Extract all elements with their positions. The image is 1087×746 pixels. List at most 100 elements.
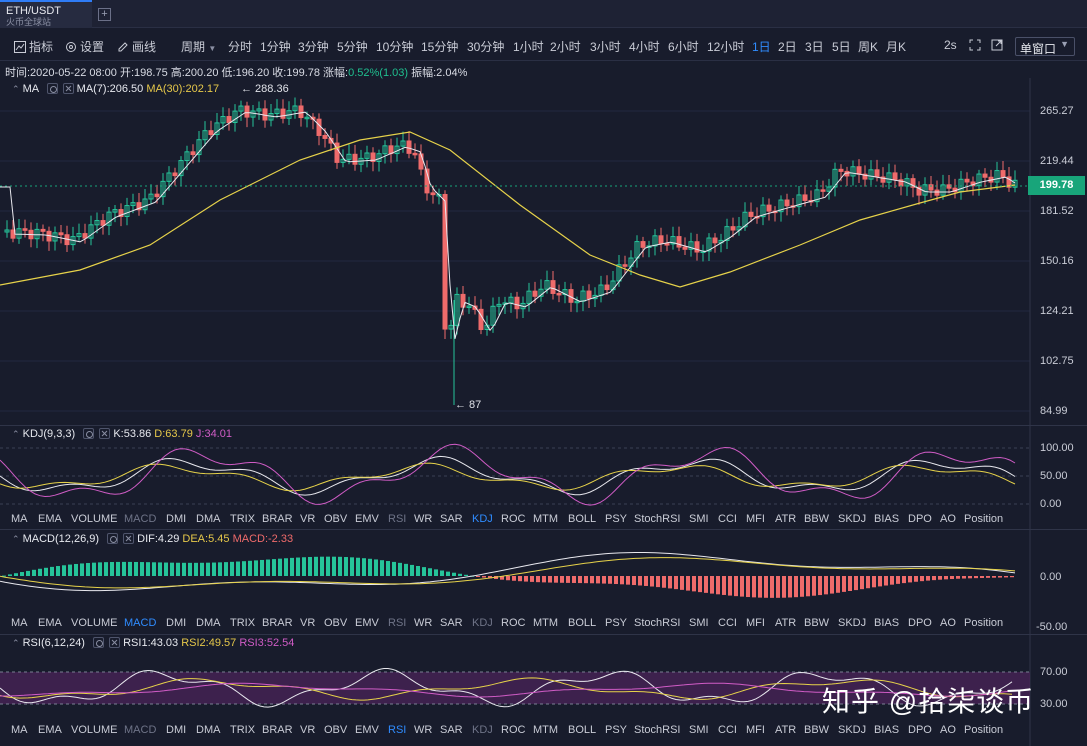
indicator-tab-bbw[interactable]: BBW [804,513,830,525]
indicator-tab-dmi[interactable]: DMI [166,617,187,629]
indicator-tab-trix[interactable]: TRIX [230,724,256,736]
close-icon[interactable] [62,83,74,94]
indicator-tab-mfi[interactable]: MFI [746,513,765,525]
collapse-icon[interactable]: ⌃ [12,638,20,648]
period-18[interactable]: 月K [886,40,907,54]
close-icon[interactable] [123,533,135,544]
indicators-button[interactable]: 指标 [14,38,53,55]
period-4[interactable]: 10分钟 [376,40,414,54]
indicator-tab-vr[interactable]: VR [300,617,316,629]
period-8[interactable]: 2小时 [550,40,581,54]
close-icon[interactable] [99,428,111,439]
indicator-tab-brar[interactable]: BRAR [262,513,293,525]
symbol-tab[interactable]: ETH/USDT 火币全球站 [0,0,92,28]
period-3[interactable]: 5分钟 [337,40,368,54]
indicator-tab-dma[interactable]: DMA [196,513,221,525]
indicator-tab-skdj[interactable]: SKDJ [838,617,867,629]
indicator-tab-ema[interactable]: EMA [38,617,62,629]
indicator-tab-ao[interactable]: AO [940,513,956,525]
indicator-tab-smi[interactable]: SMI [689,724,709,736]
indicator-tab-roc[interactable]: ROC [501,724,526,736]
indicator-tab-mfi[interactable]: MFI [746,724,765,736]
indicator-tab-ma[interactable]: MA [11,724,28,736]
indicator-tab-obv[interactable]: OBV [324,513,348,525]
indicator-tab-bbw[interactable]: BBW [804,724,830,736]
indicator-tab-kdj[interactable]: KDJ [472,513,493,525]
indicator-tab-smi[interactable]: SMI [689,513,709,525]
period-5[interactable]: 15分钟 [421,40,459,54]
indicator-tab-boll[interactable]: BOLL [568,513,597,525]
settings-icon[interactable] [83,428,95,439]
indicator-tab-stochrsi[interactable]: StochRSI [634,513,681,525]
period-1[interactable]: 1分钟 [260,40,291,54]
fullscreen-icon[interactable] [969,38,984,52]
indicator-tab-brar[interactable]: BRAR [262,617,293,629]
indicator-tab-volume[interactable]: VOLUME [71,513,118,525]
indicator-tab-psy[interactable]: PSY [605,617,628,629]
indicator-tab-volume[interactable]: VOLUME [71,617,118,629]
indicator-tab-ma[interactable]: MA [11,617,28,629]
window-mode-select[interactable]: 单窗口 ▼ [1015,37,1075,56]
indicator-tab-sar[interactable]: SAR [440,617,463,629]
indicator-tab-dmi[interactable]: DMI [166,724,187,736]
indicator-tab-emv[interactable]: EMV [355,724,379,736]
period-9[interactable]: 3小时 [590,40,621,54]
settings-icon[interactable] [93,637,105,648]
indicator-tab-rsi[interactable]: RSI [388,617,407,629]
indicator-tab-position[interactable]: Position [964,724,1004,736]
period-dropdown[interactable]: 周期 ▼ [181,38,216,55]
indicator-tab-vr[interactable]: VR [300,513,316,525]
indicator-tab-rsi[interactable]: RSI [388,724,407,736]
indicator-tab-bias[interactable]: BIAS [874,513,900,525]
indicator-tab-psy[interactable]: PSY [605,724,628,736]
indicator-tab-atr[interactable]: ATR [775,513,797,525]
indicator-tab-roc[interactable]: ROC [501,617,526,629]
collapse-icon[interactable]: ⌃ [12,534,20,544]
period-17[interactable]: 周K [858,40,879,54]
indicator-tab-mtm[interactable]: MTM [533,513,559,525]
indicator-tab-dpo[interactable]: DPO [908,513,932,525]
indicator-tab-obv[interactable]: OBV [324,617,348,629]
indicator-tab-dma[interactable]: DMA [196,617,221,629]
indicator-tab-macd[interactable]: MACD [124,617,157,629]
indicator-tab-atr[interactable]: ATR [775,724,797,736]
collapse-icon[interactable]: ⌃ [12,84,20,94]
indicator-tab-ao[interactable]: AO [940,617,956,629]
period-12[interactable]: 12小时 [707,40,745,54]
indicator-tab-cci[interactable]: CCI [718,513,737,525]
indicator-tab-sar[interactable]: SAR [440,513,463,525]
period-11[interactable]: 6小时 [668,40,699,54]
indicator-tab-wr[interactable]: WR [414,617,433,629]
period-7[interactable]: 1小时 [513,40,544,54]
indicator-tab-position[interactable]: Position [964,617,1004,629]
indicator-tab-mtm[interactable]: MTM [533,617,559,629]
indicator-tab-smi[interactable]: SMI [689,617,709,629]
indicator-tab-skdj[interactable]: SKDJ [838,513,867,525]
indicator-tab-sar[interactable]: SAR [440,724,463,736]
indicator-tab-roc[interactable]: ROC [501,513,526,525]
indicator-tab-dma[interactable]: DMA [196,724,221,736]
collapse-icon[interactable]: ⌃ [12,429,20,439]
settings-button[interactable]: 设置 [65,38,104,55]
indicator-tab-trix[interactable]: TRIX [230,513,256,525]
period-14[interactable]: 2日 [778,40,797,54]
indicator-tab-vr[interactable]: VR [300,724,316,736]
indicator-tab-bias[interactable]: BIAS [874,617,900,629]
refresh-interval[interactable]: 2s [944,38,957,52]
close-icon[interactable] [109,637,121,648]
indicator-tab-ema[interactable]: EMA [38,724,62,736]
indicator-tab-boll[interactable]: BOLL [568,724,597,736]
popout-icon[interactable] [991,38,1006,52]
indicator-tab-brar[interactable]: BRAR [262,724,293,736]
period-15[interactable]: 3日 [805,40,824,54]
indicator-tab-dpo[interactable]: DPO [908,617,932,629]
indicator-tab-bias[interactable]: BIAS [874,724,900,736]
indicator-tab-ao[interactable]: AO [940,724,956,736]
indicator-tab-rsi[interactable]: RSI [388,513,407,525]
period-0[interactable]: 分时 [228,40,253,54]
settings-icon[interactable] [107,533,119,544]
draw-button[interactable]: 画线 [117,38,156,55]
indicator-tab-boll[interactable]: BOLL [568,617,597,629]
indicator-tab-mfi[interactable]: MFI [746,617,765,629]
indicator-tab-obv[interactable]: OBV [324,724,348,736]
